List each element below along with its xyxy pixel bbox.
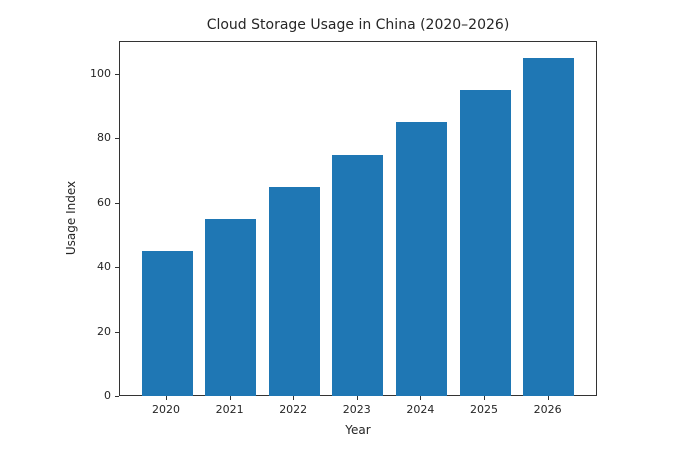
y-tick [115,74,119,75]
x-tick-label: 2020 [152,403,180,416]
x-tick-label: 2025 [470,403,498,416]
bar-2020 [141,251,193,396]
x-tick-label: 2021 [215,403,244,416]
bar-2021 [205,218,257,396]
x-tick-label: 2024 [406,403,435,416]
x-tick [547,396,549,400]
bar-2026 [523,57,575,396]
y-tick-label: 60 [97,195,111,209]
y-tick [115,396,119,397]
x-tick [356,396,358,400]
x-tick [229,396,231,400]
y-tick-label: 80 [97,131,111,145]
x-tick [166,396,167,400]
x-tick-label: 2026 [533,403,562,416]
x-tick [293,396,295,400]
x-tick-label: 2022 [279,403,308,416]
y-tick [115,331,119,333]
y-tick-label: 40 [97,260,111,274]
y-tick [115,202,119,204]
y-tick-label: 100 [90,67,111,80]
bar-2025 [459,90,511,396]
chart-title: Cloud Storage Usage in China (2020–2026) [206,17,510,33]
plot-area [119,41,597,396]
y-tick [115,267,119,269]
bar-2023 [332,154,384,396]
y-axis-label: Usage Index [64,180,78,256]
y-tick-label: 20 [97,324,111,338]
x-tick [484,396,485,400]
x-axis-label: Year [345,423,371,437]
bar-2024 [395,122,447,396]
bar-2022 [268,186,320,396]
y-tick-label: 0 [104,389,111,402]
x-tick [420,396,422,400]
x-tick-label: 2023 [342,403,371,416]
y-tick [115,138,119,140]
